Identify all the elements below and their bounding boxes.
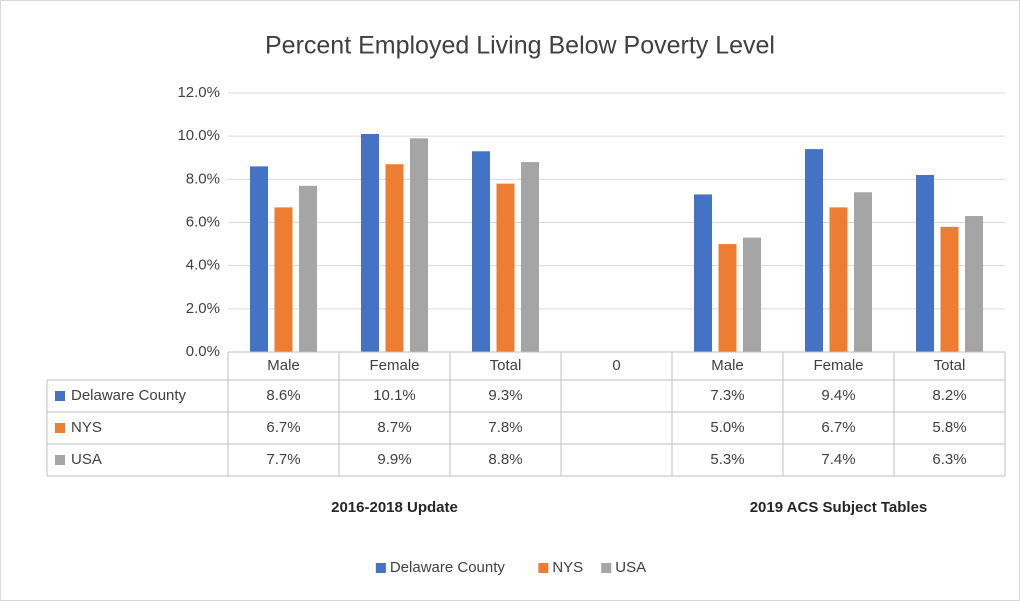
y-tick-label: 12.0%	[177, 84, 220, 101]
table-legend-key	[55, 455, 65, 465]
y-tick-label: 0.0%	[186, 343, 220, 360]
x-tick-label: Total	[490, 357, 522, 374]
table-legend-key	[55, 391, 65, 401]
bar	[694, 194, 712, 352]
table-cell: 5.8%	[932, 419, 966, 436]
bar	[940, 226, 959, 352]
table-cell: 8.6%	[266, 387, 300, 404]
table-cell: 7.8%	[488, 419, 522, 436]
bar	[829, 207, 848, 352]
y-tick-label: 2.0%	[186, 300, 220, 317]
table-row-label: USA	[71, 451, 102, 468]
table-cell: 8.8%	[488, 451, 522, 468]
table-cell: 6.3%	[932, 451, 966, 468]
legend-label: USA	[615, 559, 646, 576]
bar	[472, 151, 490, 352]
x-tick-label: Female	[369, 357, 419, 374]
x-tick-label: Male	[711, 357, 744, 374]
table-row-label: Delaware County	[71, 387, 187, 404]
x-tick-label: Male	[267, 357, 300, 374]
y-tick-label: 8.0%	[186, 170, 220, 187]
bar	[250, 166, 268, 352]
bar	[274, 207, 293, 352]
x-tick-label: Female	[813, 357, 863, 374]
bar	[496, 183, 515, 352]
bar	[410, 138, 428, 352]
table-cell: 6.7%	[821, 419, 855, 436]
y-tick-label: 10.0%	[177, 127, 220, 144]
group-label: 2016-2018 Update	[331, 499, 458, 516]
legend-label: NYS	[552, 559, 583, 576]
bar	[743, 237, 761, 352]
table-cell: 8.2%	[932, 387, 966, 404]
bar	[965, 216, 983, 352]
y-tick-label: 4.0%	[186, 257, 220, 274]
bar	[916, 175, 934, 352]
table-cell: 7.4%	[821, 451, 855, 468]
table-cell: 10.1%	[373, 387, 416, 404]
table-row-label: NYS	[71, 419, 102, 436]
table-legend-key	[55, 423, 65, 433]
x-tick-label: Total	[934, 357, 966, 374]
table-cell: 7.7%	[266, 451, 300, 468]
group-label: 2019 ACS Subject Tables	[750, 499, 928, 516]
y-tick-label: 6.0%	[186, 213, 220, 230]
bar	[299, 185, 317, 352]
legend-key	[538, 563, 549, 573]
bar	[521, 162, 539, 352]
bar	[361, 134, 379, 352]
legend-key	[601, 563, 612, 573]
table-cell: 9.4%	[821, 387, 855, 404]
bar	[718, 244, 737, 352]
table-cell: 7.3%	[710, 387, 744, 404]
table-cell: 9.3%	[488, 387, 522, 404]
legend-label: Delaware County	[390, 559, 506, 576]
table-cell: 5.0%	[710, 419, 744, 436]
bar	[805, 149, 823, 352]
table-cell: 8.7%	[377, 419, 411, 436]
table-cell: 9.9%	[377, 451, 411, 468]
table-cell: 5.3%	[710, 451, 744, 468]
legend-key	[375, 563, 386, 573]
table-cell: 6.7%	[266, 419, 300, 436]
bar	[385, 164, 404, 352]
chart-title: Percent Employed Living Below Poverty Le…	[265, 32, 775, 60]
bar	[854, 192, 872, 352]
x-tick-label: 0	[612, 357, 620, 374]
